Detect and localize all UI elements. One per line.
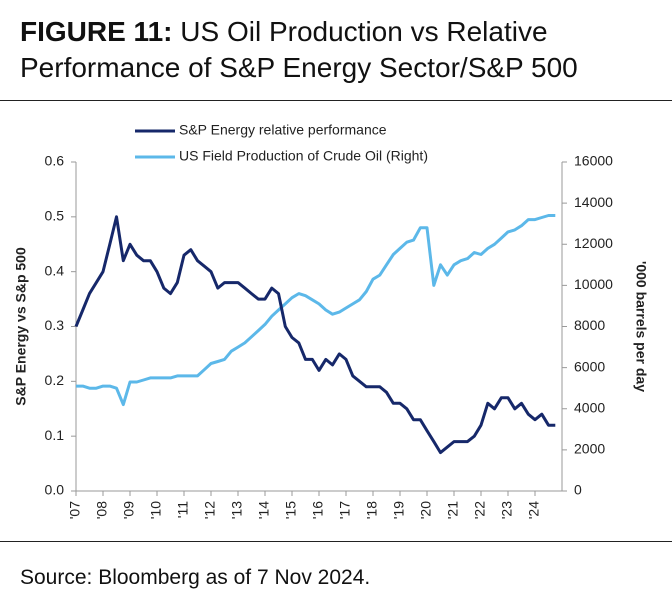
series-line	[74, 215, 556, 455]
y2-tick-label: 0	[574, 482, 582, 498]
x-tick-label: '23	[499, 501, 515, 519]
title-text: US Oil Production vs Relative Performanc…	[20, 16, 578, 83]
y-tick-label: 0.2	[45, 372, 65, 388]
y2-tick-label: 6000	[574, 358, 605, 374]
chart-title: FIGURE 11: US Oil Production vs Relative…	[20, 14, 660, 86]
y-tick-label: 0.5	[45, 208, 65, 224]
y2-tick-label: 2000	[574, 441, 605, 457]
y2-tick-label: 10000	[574, 276, 613, 292]
y-tick-label: 0.3	[45, 317, 65, 333]
x-tick-label: '13	[229, 501, 245, 519]
x-tick-label: '09	[121, 501, 137, 519]
y2-tick-label: 16000	[574, 153, 613, 169]
source-note: Source: Bloomberg as of 7 Nov 2024.	[20, 566, 371, 589]
y2-tick-label: 4000	[574, 399, 605, 415]
x-tick-label: '20	[418, 501, 434, 519]
legend-label: S&P Energy relative performance	[179, 122, 387, 138]
x-tick-label: '21	[445, 501, 461, 519]
x-tick-label: '15	[283, 501, 299, 519]
x-tick-label: '07	[67, 501, 83, 519]
y2-tick-label: 14000	[574, 194, 613, 210]
x-tick-label: '17	[337, 501, 353, 519]
series-line	[76, 214, 556, 407]
x-tick-label: '08	[94, 501, 110, 519]
y2-tick-label: 8000	[574, 317, 605, 333]
y-axis-label: S&P Energy vs S&p 500	[13, 247, 29, 406]
x-tick-label: '22	[472, 501, 488, 519]
x-tick-label: '14	[256, 501, 272, 519]
x-tick-label: '10	[148, 501, 164, 519]
top-rule	[0, 100, 672, 101]
y2-tick-label: 12000	[574, 235, 613, 251]
legend-label: US Field Production of Crude Oil (Right)	[179, 148, 428, 164]
y-tick-label: 0.1	[45, 427, 65, 443]
y-tick-label: 0.4	[45, 262, 65, 278]
y-tick-label: 0.6	[45, 153, 65, 169]
x-tick-label: '11	[175, 501, 191, 518]
y2-axis-label: '000 barrels per day	[633, 261, 649, 392]
x-tick-label: '19	[391, 501, 407, 519]
chart: 0.0 0.1 0.2 0.3 0.4 0.5 0.6 0 2000 4000 6000 8000 10…	[13, 122, 650, 520]
x-tick-label: '18	[364, 501, 380, 519]
y-tick-label: 0.0	[45, 482, 65, 498]
x-tick-label: '24	[526, 501, 542, 519]
bottom-rule	[0, 541, 672, 542]
figure-label: FIGURE 11:	[20, 16, 173, 47]
x-tick-label: '16	[310, 501, 326, 519]
x-tick-label: '12	[202, 501, 218, 519]
